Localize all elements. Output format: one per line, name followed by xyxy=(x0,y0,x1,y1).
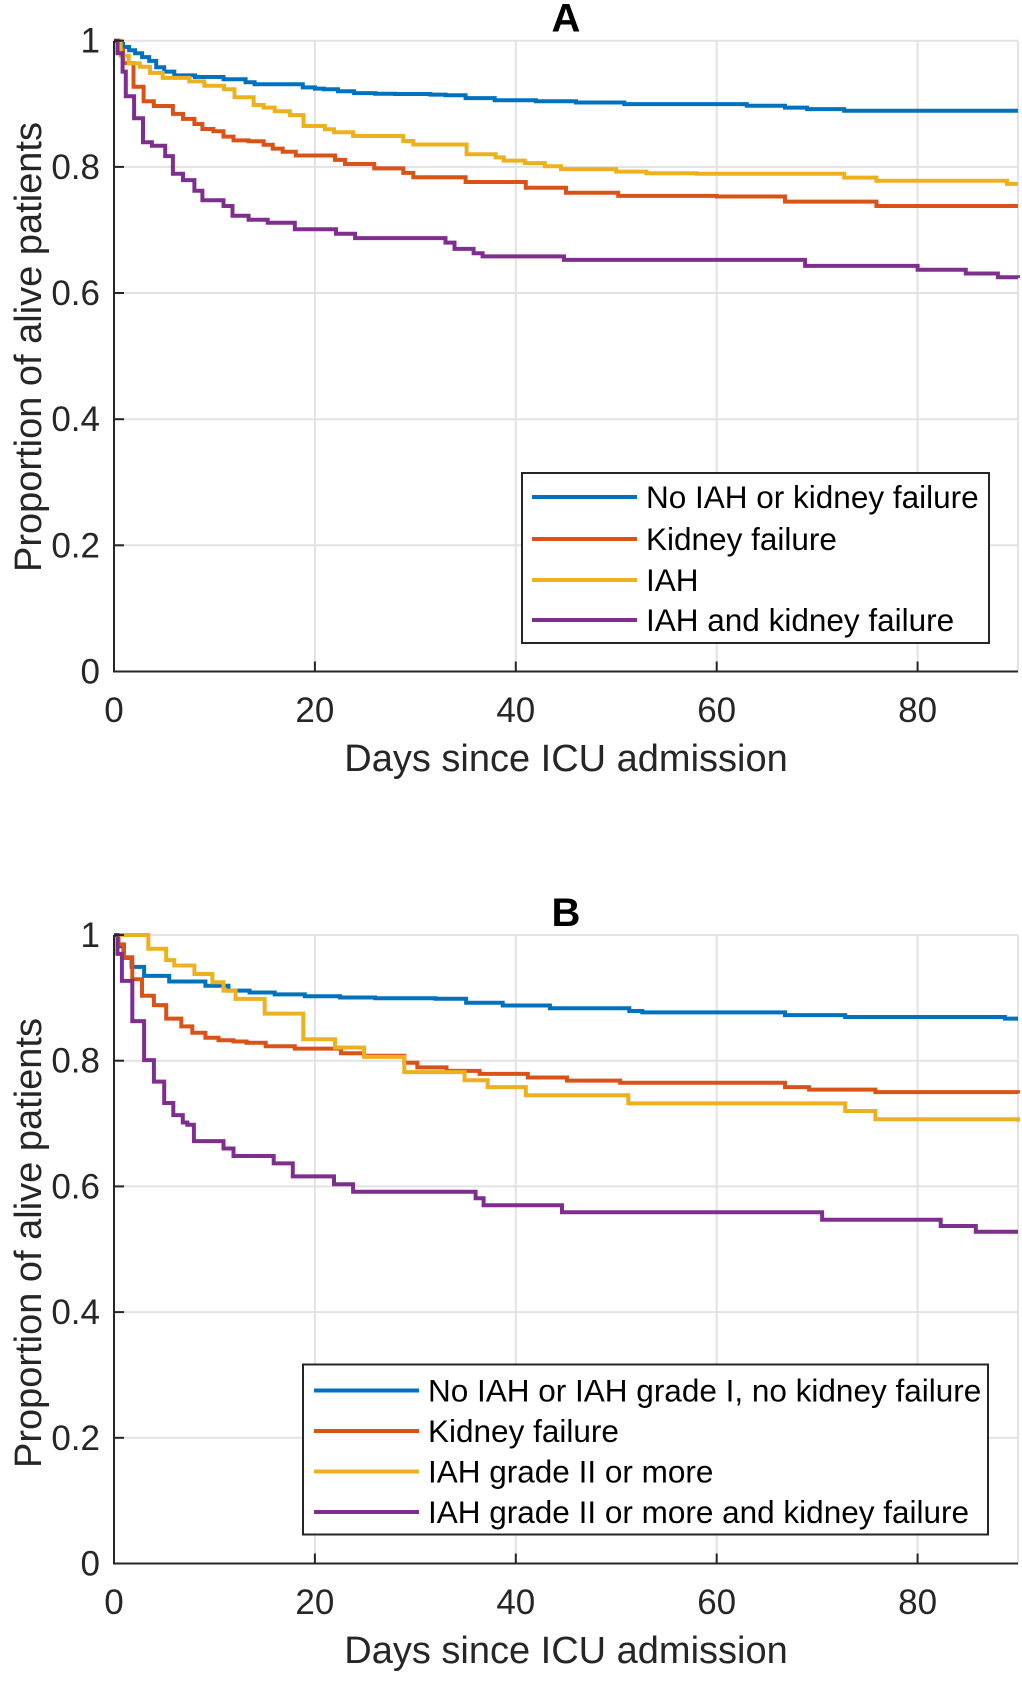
svg-text:0.8: 0.8 xyxy=(51,148,100,187)
svg-text:Kidney failure: Kidney failure xyxy=(428,1413,619,1449)
svg-text:IAH grade II or more: IAH grade II or more xyxy=(428,1454,713,1490)
svg-text:40: 40 xyxy=(496,691,535,730)
svg-text:0.2: 0.2 xyxy=(51,526,100,565)
svg-text:80: 80 xyxy=(898,1583,937,1622)
svg-text:20: 20 xyxy=(295,1583,334,1622)
svg-text:1: 1 xyxy=(81,22,100,61)
svg-text:0.4: 0.4 xyxy=(51,400,100,439)
svg-text:B: B xyxy=(552,891,581,935)
svg-text:80: 80 xyxy=(898,691,937,730)
svg-text:Proportion of alive patients: Proportion of alive patients xyxy=(8,1018,50,1468)
svg-text:0.8: 0.8 xyxy=(51,1042,100,1081)
svg-text:0.6: 0.6 xyxy=(51,1167,100,1206)
svg-text:40: 40 xyxy=(496,1583,535,1622)
svg-text:0.4: 0.4 xyxy=(51,1293,100,1332)
svg-text:IAH grade II or more and kidne: IAH grade II or more and kidney failure xyxy=(428,1494,969,1530)
svg-text:Proportion of alive patients: Proportion of alive patients xyxy=(8,122,50,572)
svg-text:0: 0 xyxy=(104,1583,123,1622)
svg-text:Kidney failure: Kidney failure xyxy=(646,521,837,557)
svg-text:1: 1 xyxy=(81,916,100,955)
svg-text:60: 60 xyxy=(697,691,736,730)
svg-text:0.2: 0.2 xyxy=(51,1419,100,1458)
svg-text:IAH and kidney failure: IAH and kidney failure xyxy=(646,602,954,638)
svg-text:60: 60 xyxy=(697,1583,736,1622)
svg-text:Days since ICU admission: Days since ICU admission xyxy=(344,738,787,780)
svg-text:0: 0 xyxy=(104,691,123,730)
svg-text:A: A xyxy=(552,0,581,41)
svg-text:20: 20 xyxy=(295,691,334,730)
svg-text:IAH: IAH xyxy=(646,562,699,598)
svg-text:0.6: 0.6 xyxy=(51,274,100,313)
svg-text:Days since ICU admission: Days since ICU admission xyxy=(344,1630,787,1672)
svg-text:No IAH or IAH grade I, no kidn: No IAH or IAH grade I, no kidney failure xyxy=(428,1373,981,1409)
svg-text:0: 0 xyxy=(81,1545,100,1584)
svg-text:No IAH or kidney failure: No IAH or kidney failure xyxy=(646,479,979,515)
svg-text:0: 0 xyxy=(81,653,100,692)
